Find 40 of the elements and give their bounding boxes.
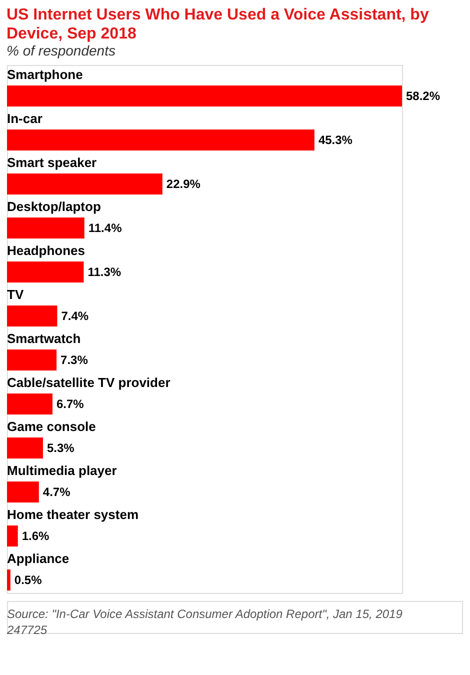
y-tick-label: Home theater system	[7, 507, 138, 522]
y-tick-label: Appliance	[7, 551, 70, 566]
data-label: 6.7%	[56, 397, 84, 411]
data-label: 0.5%	[14, 573, 42, 587]
data-label: 11.3%	[88, 265, 122, 279]
bar	[7, 130, 314, 150]
data-label: 5.3%	[46, 441, 75, 455]
bar	[7, 174, 162, 194]
y-tick-label: Smartwatch	[7, 331, 81, 346]
bar	[7, 570, 10, 590]
data-label: 7.4%	[61, 309, 89, 323]
data-label: 7.3%	[60, 353, 88, 367]
y-tick-label: Cable/satellite TV provider	[7, 375, 170, 390]
bar	[7, 350, 57, 370]
y-tick-label: Desktop/laptop	[7, 199, 101, 214]
chart-title: US Internet Users Who Have Used a Voice Assistant, by Device, Sep 2018	[6, 6, 429, 42]
data-label: 22.9%	[166, 177, 201, 191]
bar	[7, 438, 43, 458]
y-tick-label: In-car	[7, 111, 42, 126]
chart-subtitle: % of respondents	[6, 42, 116, 58]
y-tick-label: Smartphone	[7, 67, 83, 82]
bar	[7, 306, 58, 326]
bar	[7, 262, 84, 282]
bar	[7, 86, 402, 106]
y-tick-label: TV	[7, 287, 24, 302]
y-tick-label: Multimedia player	[7, 463, 117, 478]
y-tick-label: Smart speaker	[7, 155, 97, 170]
bar	[7, 218, 84, 238]
bar	[7, 482, 39, 502]
bar	[7, 394, 52, 414]
text: 247725	[6, 623, 48, 637]
data-label: 1.6%	[22, 529, 50, 543]
y-tick-label: Headphones	[7, 243, 86, 258]
data-label: 58.2%	[406, 89, 440, 103]
source-note: Source: "In-Car Voice Assistant Consumer Adoption Report", Jan 15, 2019	[7, 607, 403, 621]
data-label: 45.3%	[318, 133, 353, 147]
bar	[7, 526, 18, 546]
data-label: 11.4%	[88, 221, 122, 235]
y-tick-label: Game console	[7, 419, 96, 434]
data-label: 4.7%	[42, 485, 71, 499]
